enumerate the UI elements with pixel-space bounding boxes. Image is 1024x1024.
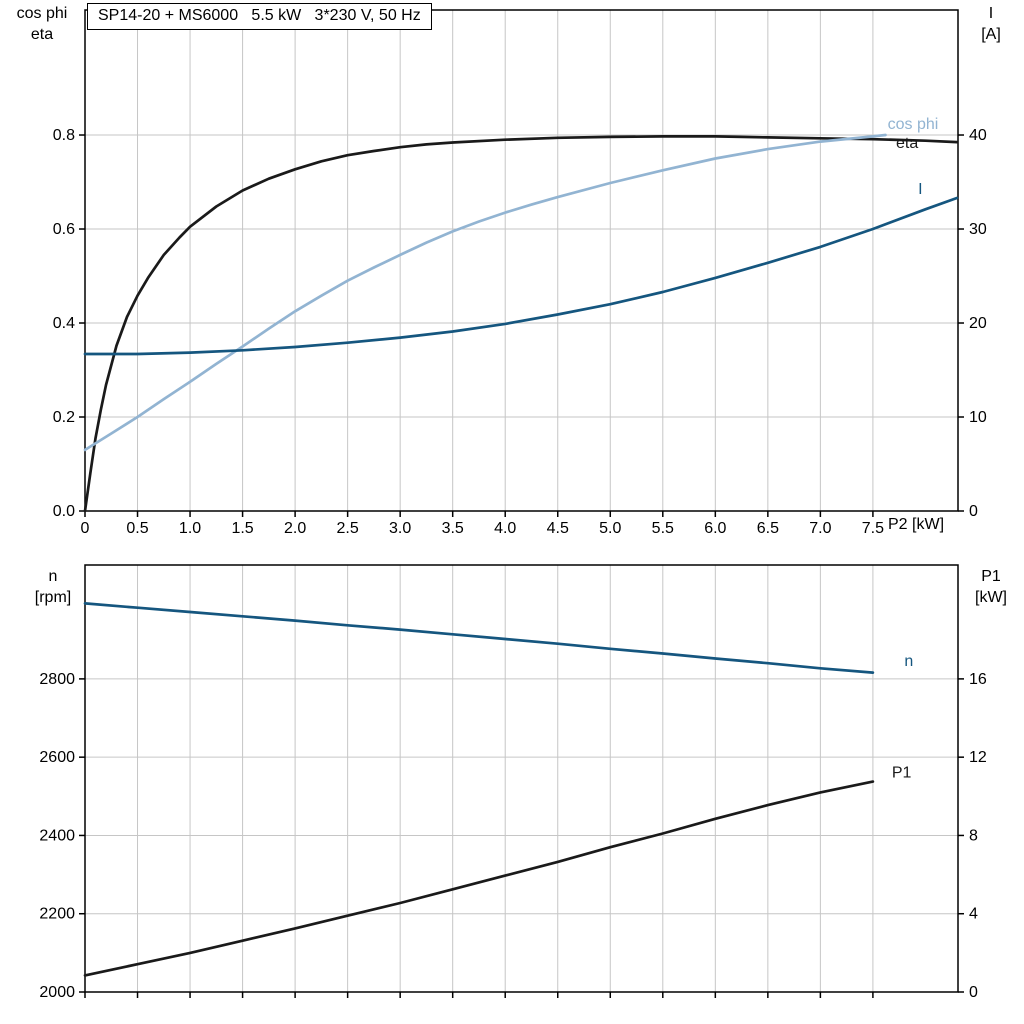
right-tick-label: 20 bbox=[969, 315, 987, 332]
axis-label-speed: n bbox=[48, 568, 58, 585]
right-tick-label: 12 bbox=[969, 749, 987, 766]
axis-label-cos-phi: cos phi bbox=[16, 5, 68, 22]
chart-title: SP14-20 + MS6000 5.5 kW 3*230 V, 50 Hz bbox=[87, 3, 432, 30]
right-tick-label: 8 bbox=[969, 827, 978, 844]
right-tick-label: 30 bbox=[969, 221, 987, 238]
x-tick-label: 1.0 bbox=[179, 520, 201, 537]
plot-frame bbox=[84, 9, 959, 512]
bottom-right-axis-label: P1 [kW] bbox=[964, 566, 1018, 608]
axis-label-speed-unit: [rpm] bbox=[34, 589, 72, 606]
x-tick-label: 3.5 bbox=[442, 520, 464, 537]
left-tick-label: 0.0 bbox=[53, 503, 75, 520]
left-tick-label: 0.4 bbox=[53, 315, 75, 332]
right-tick-label: 4 bbox=[969, 906, 978, 923]
top-right-axis-label: I [A] bbox=[966, 3, 1016, 45]
x-tick-label: 5.5 bbox=[652, 520, 674, 537]
curve-label-I: I bbox=[918, 181, 922, 198]
left-tick-label: 2600 bbox=[39, 749, 75, 766]
curve-label-cos-phi: cos phi bbox=[888, 116, 939, 133]
x-tick-label: 6.5 bbox=[757, 520, 779, 537]
curve-label-P1: P1 bbox=[892, 765, 912, 782]
x-tick-label: 6.0 bbox=[704, 520, 726, 537]
left-tick-label: 0.6 bbox=[53, 221, 75, 238]
axis-label-p1-unit: [kW] bbox=[975, 589, 1007, 606]
axis-label-current-unit: [A] bbox=[981, 26, 1001, 43]
left-tick-label: 2200 bbox=[39, 906, 75, 923]
right-tick-label: 40 bbox=[969, 127, 987, 144]
x-tick-label: 0 bbox=[81, 520, 90, 537]
x-tick-label: 5.0 bbox=[599, 520, 621, 537]
left-tick-label: 0.2 bbox=[53, 409, 75, 426]
left-tick-label: 0.8 bbox=[53, 127, 75, 144]
axis-label-current: I bbox=[988, 5, 994, 22]
left-tick-label: 2000 bbox=[39, 984, 75, 1001]
axis-label-p1: P1 bbox=[981, 568, 1001, 585]
curve-n bbox=[83, 602, 875, 674]
curve-cos-phi bbox=[83, 133, 887, 452]
top-left-axis-label: cos phi eta bbox=[4, 3, 80, 45]
x-tick-label: 2.0 bbox=[284, 520, 306, 537]
curve-eta bbox=[83, 135, 959, 513]
curve-label-eta: eta bbox=[896, 135, 918, 152]
x-tick-label: 7.5 bbox=[862, 520, 884, 537]
x-tick-label: 3.0 bbox=[389, 520, 411, 537]
right-tick-label: 16 bbox=[969, 671, 987, 688]
x-tick-label: 0.5 bbox=[126, 520, 148, 537]
curve-P1 bbox=[83, 780, 875, 977]
x-tick-label: 2.5 bbox=[337, 520, 359, 537]
x-axis-label-p2: P2 [kW] bbox=[888, 516, 945, 533]
right-tick-label: 10 bbox=[969, 409, 987, 426]
plot-frame bbox=[84, 564, 959, 993]
x-tick-label: 4.5 bbox=[547, 520, 569, 537]
bottom-left-axis-label: n [rpm] bbox=[22, 566, 84, 608]
x-tick-label: 7.0 bbox=[809, 520, 831, 537]
curve-I bbox=[83, 196, 959, 356]
right-tick-label: 0 bbox=[969, 503, 978, 520]
x-tick-label: 1.5 bbox=[231, 520, 253, 537]
left-tick-label: 2800 bbox=[39, 671, 75, 688]
curve-label-n: n bbox=[904, 653, 913, 670]
axis-label-eta: eta bbox=[30, 26, 54, 43]
x-tick-label: 4.0 bbox=[494, 520, 516, 537]
left-tick-label: 2400 bbox=[39, 827, 75, 844]
right-tick-label: 0 bbox=[969, 984, 978, 1001]
